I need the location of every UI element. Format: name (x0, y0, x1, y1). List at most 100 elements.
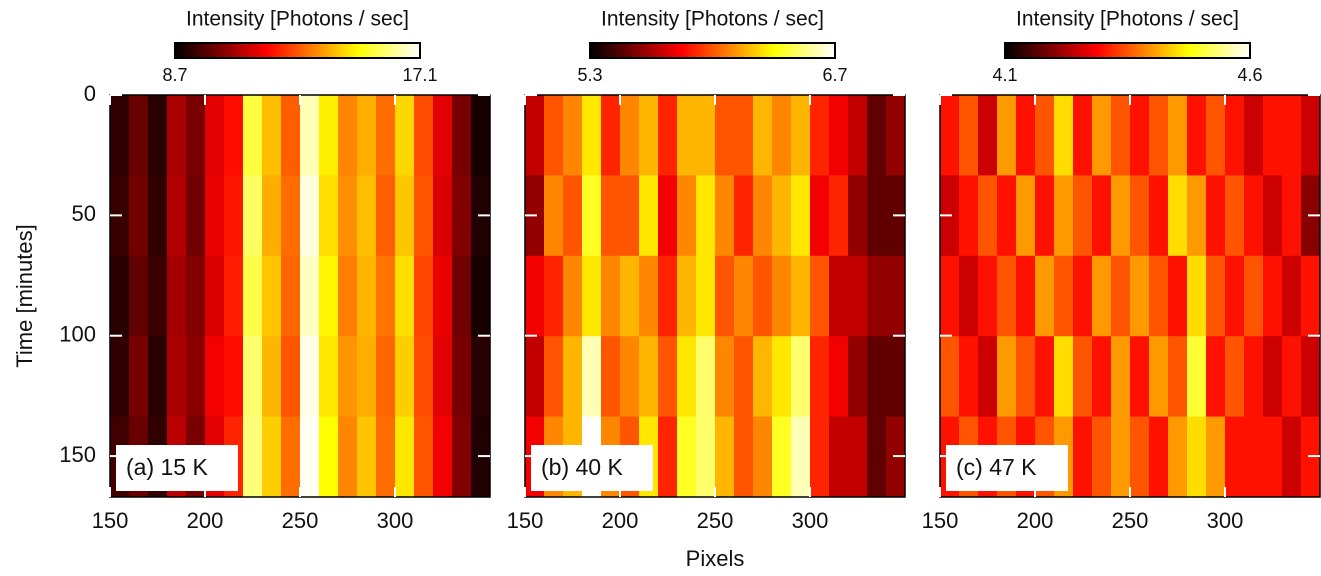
heatmap-cell (1130, 175, 1150, 257)
heatmap-cell (544, 336, 564, 418)
panel-label-box (946, 445, 1068, 491)
panel-label: (c) 47 K (956, 454, 1037, 480)
heatmap-cell (338, 95, 358, 176)
heatmap-cell (1111, 255, 1131, 337)
heatmap-cell (1301, 255, 1321, 337)
heatmap-cell (677, 255, 697, 337)
heatmap-cell (582, 336, 602, 418)
heatmap-cell (1263, 336, 1283, 418)
heatmap-cell (1092, 255, 1112, 337)
heatmap-cell (1282, 175, 1302, 257)
heatmap-cell (452, 175, 472, 257)
heatmap-cell (867, 95, 887, 176)
heatmap-cell (1149, 255, 1169, 337)
heatmap-cell (772, 255, 792, 337)
heatmap-cell (997, 255, 1017, 337)
colorbar-tick-label: 4.6 (1237, 65, 1262, 85)
heatmap-cell (601, 255, 621, 337)
heatmap-cell (715, 336, 735, 418)
heatmap-cell (1244, 336, 1264, 418)
heatmap-cell (281, 255, 301, 337)
heatmap-cell (414, 175, 434, 257)
heatmap-cell (639, 336, 659, 418)
heatmap-cell (810, 336, 830, 418)
heatmap-cell (601, 95, 621, 176)
heatmap-cell (319, 175, 339, 257)
panel-label: (a) 15 K (126, 454, 208, 480)
heatmap-cell (1149, 175, 1169, 257)
heatmap-cell (1301, 336, 1321, 418)
heatmap-cell (262, 95, 282, 176)
heatmap-cell (167, 175, 187, 257)
heatmap-cell (525, 336, 545, 418)
heatmap-cell (886, 255, 906, 337)
heatmap-cell (940, 336, 960, 418)
heatmap-cell (148, 255, 168, 337)
heatmap-cell (582, 95, 602, 176)
heatmap-cell (677, 95, 697, 176)
heatmap-cell (696, 416, 716, 498)
heatmap-cell (243, 175, 263, 257)
heatmap-cell (601, 175, 621, 257)
heatmap-cell (753, 336, 773, 418)
heatmap-cell (262, 175, 282, 257)
heatmap-cell (414, 255, 434, 337)
heatmap-cell (848, 416, 868, 498)
heatmap-cell (471, 255, 491, 337)
heatmap-cell (791, 95, 811, 176)
heatmap-cell (620, 336, 640, 418)
heatmap-cell (1301, 95, 1321, 176)
heatmap-cell (1035, 255, 1055, 337)
heatmap-cell (1187, 416, 1207, 498)
heatmap-cell (696, 336, 716, 418)
heatmap-cell (1016, 336, 1036, 418)
y-axis-label: Time [minutes] (12, 224, 37, 367)
y-tick-label: 100 (59, 322, 96, 347)
heatmap-cell (582, 175, 602, 257)
heatmap-cell (997, 336, 1017, 418)
heatmap-cell (395, 175, 415, 257)
heatmap-cell (395, 255, 415, 337)
heatmap-cell (1035, 95, 1055, 176)
heatmap-cell (848, 95, 868, 176)
colorbar-tick-label: 6.7 (822, 65, 847, 85)
heatmap-cell (1282, 416, 1302, 498)
heatmap-cell (563, 255, 583, 337)
heatmap-cell (395, 416, 415, 498)
heatmap-cell (791, 175, 811, 257)
heatmap-cell (1187, 175, 1207, 257)
heatmap-cell (205, 175, 225, 257)
heatmap-cell (940, 95, 960, 176)
heatmap-cell (300, 255, 320, 337)
colorbar (174, 42, 421, 59)
heatmap-cell (1149, 95, 1169, 176)
heatmap-cell (262, 416, 282, 498)
heatmap-cell (734, 416, 754, 498)
heatmap-cell (1016, 175, 1036, 257)
heatmap-cell (620, 175, 640, 257)
heatmap-cell (471, 336, 491, 418)
heatmap-cell (848, 175, 868, 257)
heatmap-cell (376, 95, 396, 176)
heatmap-cell (959, 255, 979, 337)
heatmap-cell (1263, 175, 1283, 257)
colorbar-tick-label: 8.7 (162, 65, 187, 85)
heatmap-cell (772, 416, 792, 498)
heatmap-cell (959, 95, 979, 176)
heatmap-cell (338, 175, 358, 257)
heatmap-cell (978, 336, 998, 418)
heatmap-cell (1263, 95, 1283, 176)
heatmap-cell (639, 175, 659, 257)
colorbar-tick-label: 4.1 (992, 65, 1017, 85)
panel-label-box (531, 445, 653, 491)
heatmap-cell (658, 416, 678, 498)
heatmap-cell (582, 255, 602, 337)
heatmap-cell (300, 175, 320, 257)
x-tick-label: 200 (187, 508, 224, 533)
heatmap-cell (1073, 416, 1093, 498)
heatmap-cell (1130, 255, 1150, 337)
heatmap-cell (1282, 336, 1302, 418)
heatmap-cell (1225, 416, 1245, 498)
x-tick-label: 250 (282, 508, 319, 533)
